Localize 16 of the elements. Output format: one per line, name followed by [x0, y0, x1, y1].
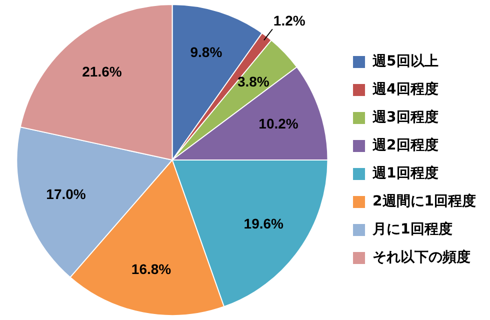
legend-label: 週5回以上: [372, 54, 438, 70]
data-label: 1.2%: [273, 12, 306, 29]
data-label: 16.8%: [131, 260, 172, 277]
legend-label: 週1回程度: [372, 164, 438, 182]
legend-label: 週3回程度: [372, 108, 438, 126]
data-label: 10.2%: [258, 116, 299, 132]
legend-label: それ以下の頻度: [372, 248, 471, 266]
data-label: 3.8%: [237, 74, 270, 90]
data-label: 21.6%: [82, 64, 122, 80]
legend-label: 週2回程度: [372, 136, 438, 154]
legend-label: 月に1回程度: [372, 220, 452, 238]
data-label: 17.0%: [46, 186, 86, 202]
legend-label: 週4回程度: [372, 80, 438, 98]
data-label: 19.6%: [244, 216, 284, 232]
data-label: 9.8%: [190, 44, 223, 60]
legend-label: 2週間に1回程度: [372, 192, 476, 210]
